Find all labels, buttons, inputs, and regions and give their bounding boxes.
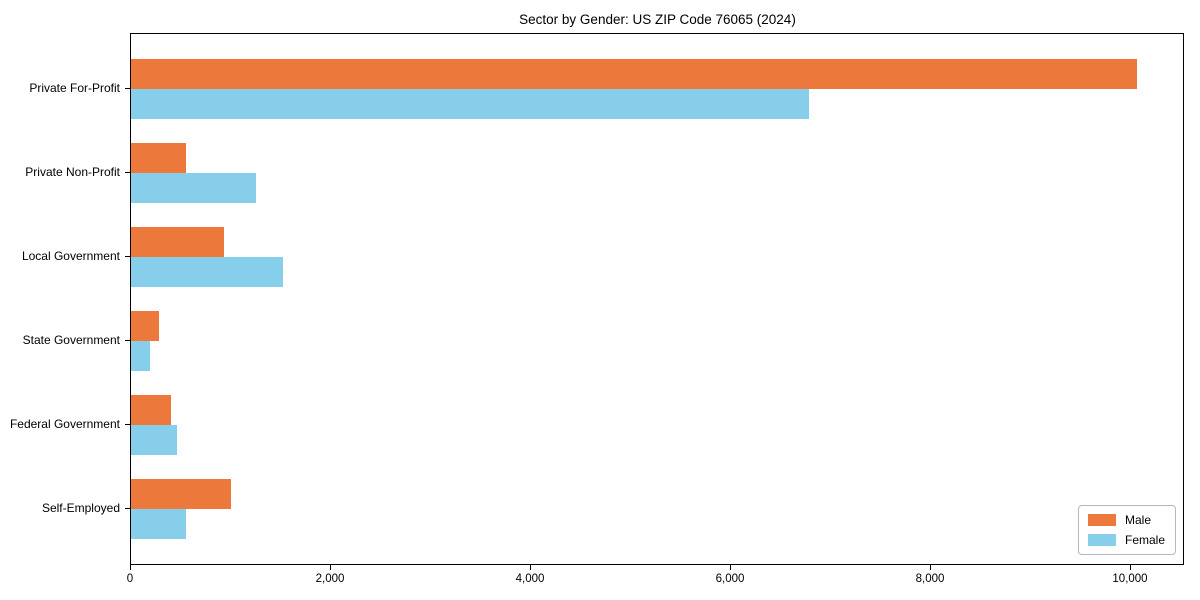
legend-swatch-female (1087, 534, 1116, 546)
y-tick-mark (125, 339, 130, 341)
bar-female-private-for-profit (131, 89, 809, 119)
y-tick-mark (125, 171, 130, 173)
y-tick-mark (125, 87, 130, 89)
x-tick-mark (730, 565, 732, 570)
x-tick-mark (330, 565, 332, 570)
y-tick-label-state-government: State Government (22, 333, 120, 347)
bar-female-local-government (131, 257, 283, 287)
x-tick-mark (130, 565, 132, 570)
legend-item-male: Male (1087, 513, 1165, 527)
bar-female-state-government (131, 341, 150, 371)
x-tick-label-6000: 6,000 (715, 573, 745, 585)
y-tick-label-private-for-profit: Private For-Profit (29, 81, 120, 95)
x-tick-label-0: 0 (126, 573, 134, 585)
bar-female-federal-government (131, 425, 177, 455)
bar-male-private-for-profit (131, 59, 1137, 89)
y-tick-mark (125, 507, 130, 509)
bar-male-self-employed (131, 479, 231, 509)
x-tick-label-2000: 2,000 (315, 573, 345, 585)
y-tick-label-local-government: Local Government (21, 249, 120, 263)
legend-label-male: Male (1124, 513, 1151, 527)
x-tick-mark (530, 565, 532, 570)
x-tick-mark (1130, 565, 1132, 570)
bar-female-self-employed (131, 509, 186, 539)
bar-male-federal-government (131, 395, 171, 425)
legend-label-female: Female (1124, 533, 1165, 547)
bar-female-private-non-profit (131, 173, 256, 203)
plot-area: Male Female (130, 33, 1184, 565)
legend-swatch-male (1087, 514, 1116, 526)
y-tick-label-private-non-profit: Private Non-Profit (25, 165, 120, 179)
legend: Male Female (1077, 505, 1176, 555)
chart-title: Sector by Gender: US ZIP Code 76065 (202… (519, 12, 796, 27)
bar-male-state-government (131, 311, 159, 341)
y-tick-mark (125, 255, 130, 257)
y-tick-label-federal-government: Federal Government (9, 417, 120, 431)
y-tick-label-self-employed: Self-Employed (41, 501, 120, 515)
x-tick-label-4000: 4,000 (515, 573, 545, 585)
x-tick-label-8000: 8,000 (915, 573, 945, 585)
x-tick-label-10000: 10,000 (1112, 573, 1148, 585)
bar-male-local-government (131, 227, 224, 257)
x-tick-mark (930, 565, 932, 570)
y-tick-mark (125, 423, 130, 425)
bar-male-private-non-profit (131, 143, 186, 173)
legend-item-female: Female (1087, 533, 1165, 547)
